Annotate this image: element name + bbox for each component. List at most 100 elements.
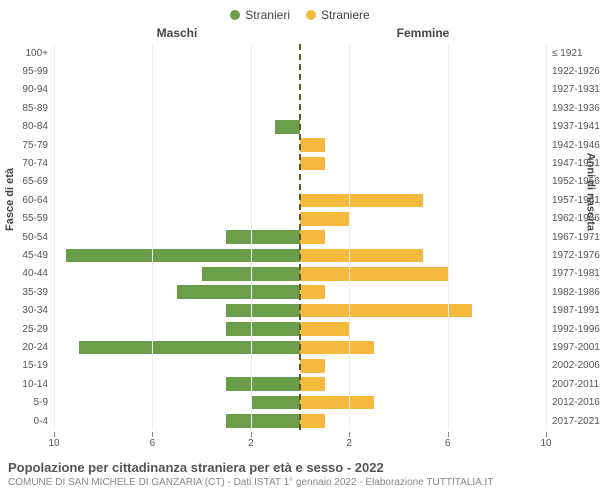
pyramid-row: 70-74 1947-1951 [0,154,600,172]
year-label: 1932-1936 [546,103,600,114]
age-label: 90-94 [0,84,54,95]
pyramid-row: 5-9 2012-2016 [0,393,600,411]
age-label: 15-19 [0,360,54,371]
year-label: 1987-1991 [546,305,600,316]
pyramid-row: 45-49 1972-1976 [0,246,600,264]
x-tick: 10 [48,438,59,449]
pyramid-row: 50-54 1967-1971 [0,228,600,246]
pyramid-row: 15-19 2002-2006 [0,357,600,375]
year-label: 1937-1941 [546,121,600,132]
year-label: 1972-1976 [546,250,600,261]
bar-female [300,396,374,410]
age-label: 95-99 [0,66,54,77]
x-tick: 6 [150,438,156,449]
bar-female [300,230,325,244]
year-label: 2002-2006 [546,360,600,371]
year-label: 1982-1986 [546,287,600,298]
age-label: 50-54 [0,232,54,243]
chart-title: Popolazione per cittadinanza straniera p… [8,460,592,475]
age-label: 60-64 [0,195,54,206]
year-label: 1962-1966 [546,213,600,224]
x-tick: 2 [346,438,352,449]
bar-male [66,249,300,263]
bar-female [300,212,349,226]
pyramid-row: 90-94 1927-1931 [0,81,600,99]
x-tick: 2 [248,438,254,449]
bar-male [251,396,300,410]
bar-female [300,285,325,299]
column-headers: Maschi Femmine [0,26,600,40]
bar-male [226,304,300,318]
age-label: 75-79 [0,140,54,151]
bar-male [79,341,300,355]
legend: Stranieri Straniere [0,0,600,26]
bar-female [300,322,349,336]
bar-male [275,120,300,134]
age-label: 10-14 [0,379,54,390]
bar-male [177,285,300,299]
swatch-female [306,10,316,20]
pyramid-row: 40-44 1977-1981 [0,265,600,283]
tick-mark [152,432,153,437]
pyramid-row: 0-4 2017-2021 [0,412,600,430]
age-label: 80-84 [0,121,54,132]
year-label: 1957-1961 [546,195,600,206]
bar-female [300,304,472,318]
age-label: 40-44 [0,268,54,279]
year-label: 2017-2021 [546,416,600,427]
year-label: 1922-1926 [546,66,600,77]
bar-female [300,377,325,391]
tick-mark [251,432,252,437]
age-label: 30-34 [0,305,54,316]
footer: Popolazione per cittadinanza straniera p… [0,454,600,488]
pyramid-row: 10-14 2007-2011 [0,375,600,393]
year-label: 1927-1931 [546,84,600,95]
bar-female [300,194,423,208]
bar-male [226,414,300,428]
chart-subtitle: COMUNE DI SAN MICHELE DI GANZARIA (CT) -… [8,477,592,488]
year-label: 1947-1951 [546,158,600,169]
pyramid-chart: 100+ ≤ 1921 95-99 1922-1926 90-94 1927-1… [0,40,600,430]
age-label: 20-24 [0,342,54,353]
age-label: 25-29 [0,324,54,335]
age-label: 70-74 [0,158,54,169]
year-label: ≤ 1921 [546,48,600,59]
year-label: 1952-1956 [546,176,600,187]
year-label: 1967-1971 [546,232,600,243]
tick-mark [349,432,350,437]
pyramid-row: 95-99 1922-1926 [0,62,600,80]
pyramid-row: 20-24 1997-2001 [0,338,600,356]
bar-female [300,359,325,373]
legend-label-female: Straniere [321,8,370,22]
age-label: 0-4 [0,416,54,427]
legend-label-male: Stranieri [245,8,290,22]
pyramid-row: 65-69 1952-1956 [0,173,600,191]
tick-mark [448,432,449,437]
age-label: 85-89 [0,103,54,114]
age-label: 55-59 [0,213,54,224]
bar-female [300,267,448,281]
year-label: 1997-2001 [546,342,600,353]
year-label: 2012-2016 [546,397,600,408]
bar-female [300,249,423,263]
pyramid-row: 100+ ≤ 1921 [0,44,600,62]
pyramid-row: 35-39 1982-1986 [0,283,600,301]
x-tick: 10 [540,438,551,449]
age-label: 45-49 [0,250,54,261]
bar-female [300,414,325,428]
age-label: 5-9 [0,397,54,408]
pyramid-row: 25-29 1992-1996 [0,320,600,338]
age-label: 65-69 [0,176,54,187]
year-label: 1992-1996 [546,324,600,335]
legend-item-male: Stranieri [230,8,290,22]
age-label: 100+ [0,48,54,59]
year-label: 2007-2011 [546,379,600,390]
pyramid-row: 30-34 1987-1991 [0,301,600,319]
swatch-male [230,10,240,20]
tick-mark [546,432,547,437]
header-male: Maschi [0,26,300,40]
header-female: Femmine [300,26,600,40]
bar-female [300,341,374,355]
legend-item-female: Straniere [306,8,370,22]
bar-male [202,267,300,281]
